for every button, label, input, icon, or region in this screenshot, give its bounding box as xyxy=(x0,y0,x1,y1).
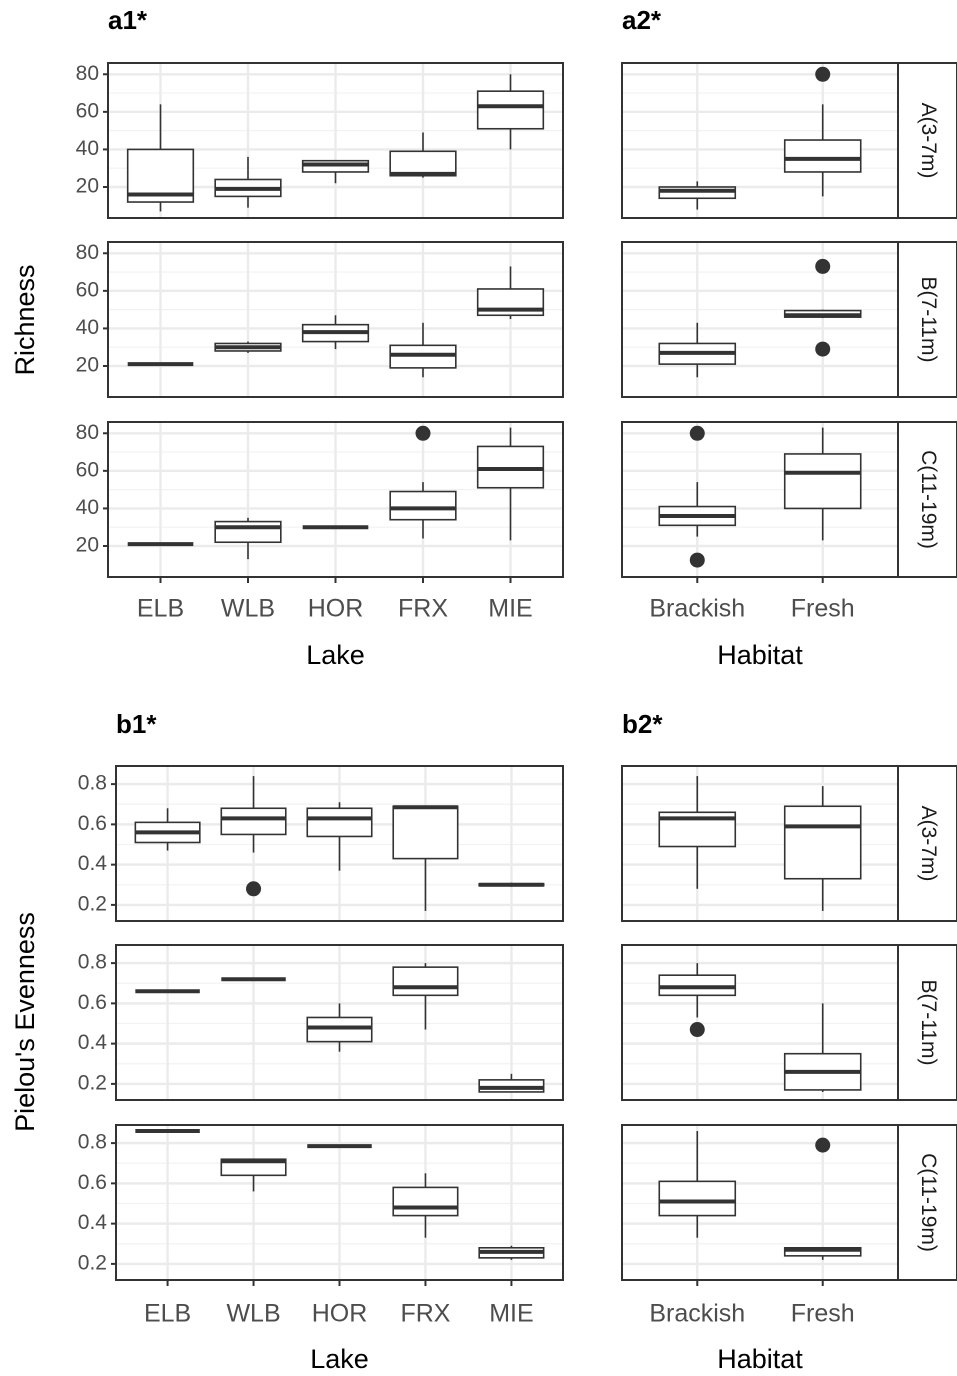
panel-border xyxy=(107,241,564,398)
x-tick-label: Brackish xyxy=(649,595,745,623)
x-tick-label: Fresh xyxy=(791,1300,855,1328)
x-tick-label: MIE xyxy=(489,1300,533,1328)
box xyxy=(306,807,373,838)
facet-label: C(11-19m) xyxy=(917,1153,940,1252)
y-tick-label: 80 xyxy=(76,62,99,85)
y-tick-label: 60 xyxy=(76,99,99,122)
x-tick-label: FRX xyxy=(398,595,448,623)
outlier xyxy=(689,552,705,568)
x-tick-label: WLB xyxy=(226,1300,280,1328)
outlier xyxy=(815,341,831,357)
box xyxy=(476,90,545,130)
box xyxy=(658,974,737,997)
y-tick-label: 40 xyxy=(76,496,99,519)
y-tick-label: 0.6 xyxy=(78,812,107,835)
x-tick-label: FRX xyxy=(400,1300,450,1328)
y-tick-label: 0.4 xyxy=(78,1031,108,1054)
x-tick-label: WLB xyxy=(221,595,275,623)
facet-label: B(7-11m) xyxy=(917,980,940,1066)
box xyxy=(392,805,459,860)
y-tick-label: 0.4 xyxy=(78,1211,108,1234)
box xyxy=(214,520,282,544)
y-tick-label: 60 xyxy=(76,458,99,481)
panel-title: a1* xyxy=(108,5,148,35)
box xyxy=(389,490,457,521)
facet-label: C(11-19m) xyxy=(917,450,940,549)
y-tick-label: 20 xyxy=(76,175,99,198)
y-tick-label: 0.8 xyxy=(78,772,107,795)
box xyxy=(220,807,287,836)
x-axis-title: Lake xyxy=(310,1344,369,1374)
box xyxy=(392,1186,459,1217)
outlier xyxy=(815,1137,831,1153)
outlier xyxy=(246,881,262,897)
box xyxy=(783,139,862,173)
y-tick-label: 0.6 xyxy=(78,991,107,1014)
y-axis-title: Pielou's Evenness xyxy=(10,912,40,1132)
facet-strip xyxy=(897,944,957,1101)
facet-label: A(3-7m) xyxy=(917,103,940,179)
box xyxy=(783,805,862,880)
facet-label: B(7-11m) xyxy=(917,277,940,363)
y-tick-label: 60 xyxy=(76,278,99,301)
box xyxy=(658,1180,737,1217)
box xyxy=(306,1016,373,1043)
x-tick-label: Fresh xyxy=(791,595,855,623)
y-tick-label: 0.8 xyxy=(78,951,107,974)
y-tick-label: 0.4 xyxy=(78,852,108,875)
x-axis-title: Habitat xyxy=(717,640,803,670)
panel-border xyxy=(115,765,564,922)
box xyxy=(392,966,459,997)
x-tick-label: Brackish xyxy=(649,1300,745,1328)
outlier xyxy=(689,1022,705,1038)
y-tick-label: 80 xyxy=(76,421,99,444)
facet-strip xyxy=(897,1124,957,1281)
facet-strip xyxy=(897,62,957,219)
panel-border xyxy=(107,62,564,219)
x-axis-title: Habitat xyxy=(717,1344,803,1374)
y-tick-label: 40 xyxy=(76,316,99,339)
panel-title: b2* xyxy=(622,709,663,739)
x-tick-label: HOR xyxy=(308,595,364,623)
x-tick-label: ELB xyxy=(144,1300,191,1328)
x-axis-title: Lake xyxy=(306,640,365,670)
facet-strip xyxy=(897,241,957,398)
outlier xyxy=(689,425,705,441)
y-tick-label: 0.6 xyxy=(78,1171,107,1194)
y-tick-label: 80 xyxy=(76,241,99,264)
box xyxy=(478,1079,545,1093)
panel-title: b1* xyxy=(116,709,157,739)
outlier xyxy=(815,66,831,82)
facet-strip xyxy=(897,421,957,578)
y-tick-label: 40 xyxy=(76,137,99,160)
y-tick-label: 0.2 xyxy=(78,1251,107,1274)
outlier xyxy=(815,258,831,274)
facet-strip xyxy=(897,765,957,922)
box xyxy=(783,1246,862,1257)
x-tick-label: ELB xyxy=(137,595,184,623)
y-tick-label: 0.2 xyxy=(78,892,107,915)
outlier xyxy=(415,425,431,441)
y-tick-label: 0.8 xyxy=(78,1131,107,1154)
panel-background xyxy=(622,242,898,397)
facet-label: A(3-7m) xyxy=(917,806,940,882)
panel-title: a2* xyxy=(622,5,662,35)
panel-border xyxy=(115,944,564,1101)
y-tick-label: 0.2 xyxy=(78,1071,107,1094)
y-tick-label: 20 xyxy=(76,534,99,557)
y-tick-label: 20 xyxy=(76,354,99,377)
y-axis-title: Richness xyxy=(10,264,40,375)
box xyxy=(389,150,457,177)
x-tick-label: HOR xyxy=(312,1300,368,1328)
x-tick-label: MIE xyxy=(488,595,532,623)
box xyxy=(783,453,862,510)
box xyxy=(220,1158,287,1177)
